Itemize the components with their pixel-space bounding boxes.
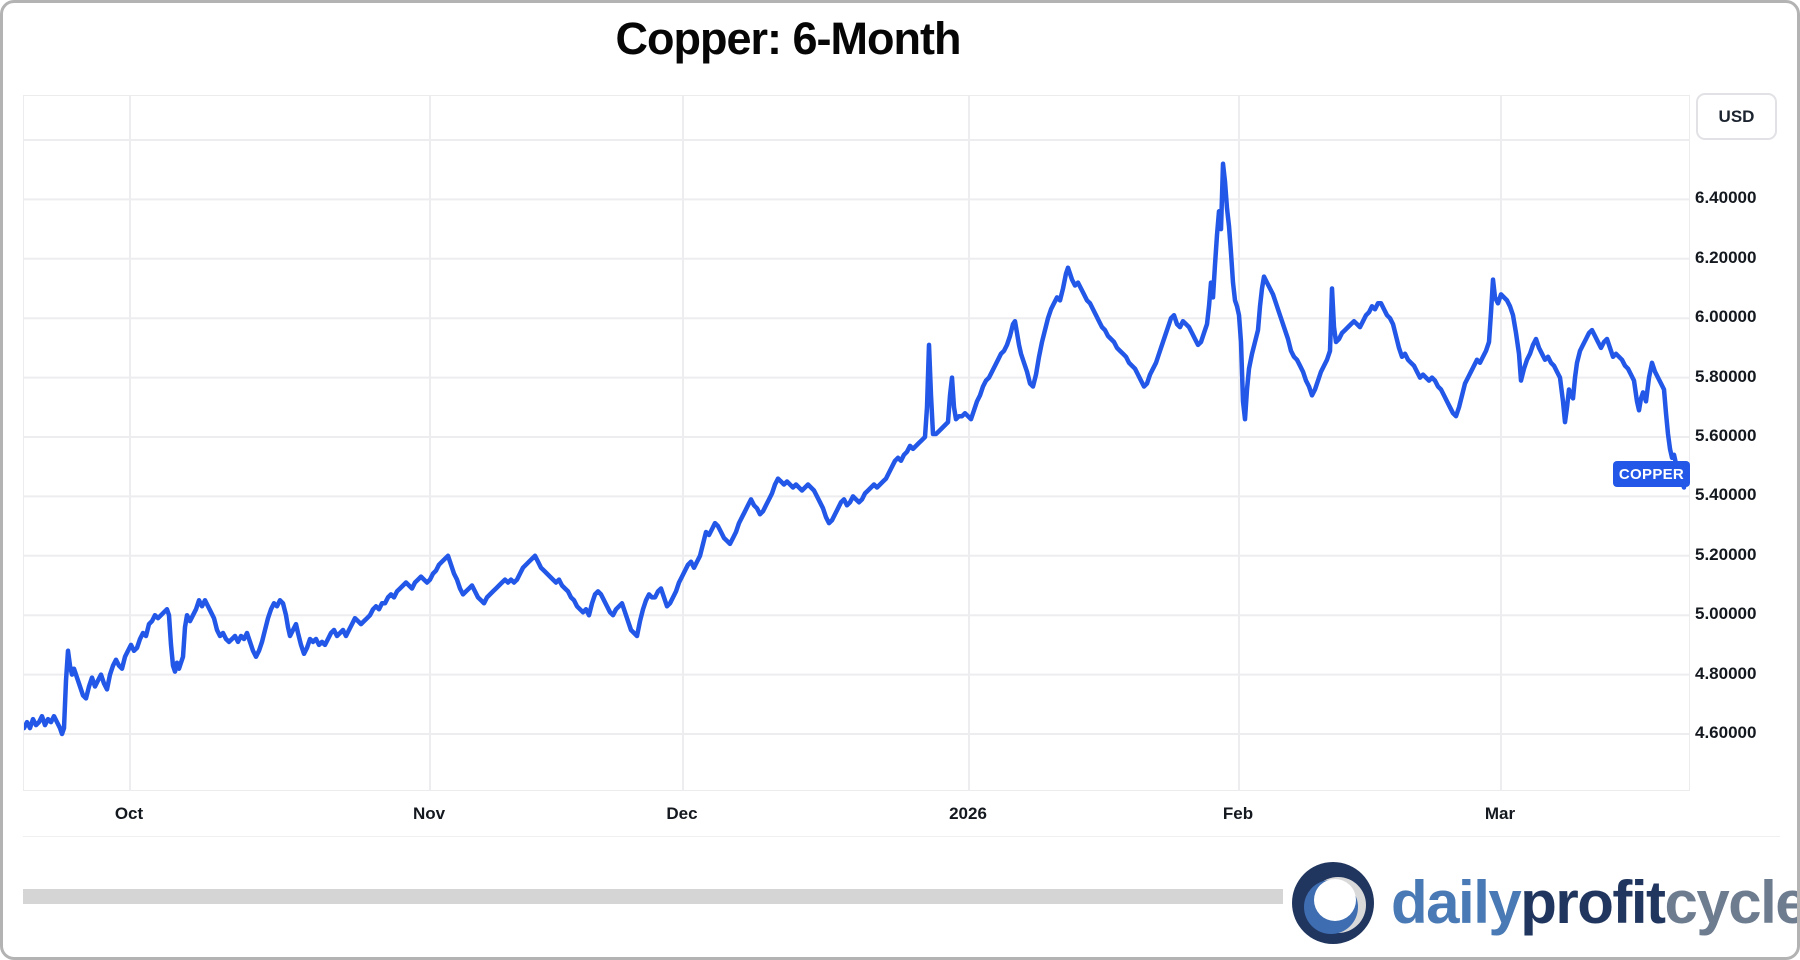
x-axis-label: Nov bbox=[412, 804, 446, 823]
price-chart-svg bbox=[24, 96, 1689, 790]
price-chart-plot-area[interactable] bbox=[23, 95, 1690, 791]
y-axis-label: 6.40000 bbox=[1695, 188, 1757, 208]
x-axis-label: Mar bbox=[1484, 804, 1516, 823]
footer-divider-bar bbox=[23, 889, 1283, 904]
y-axis-label: 5.40000 bbox=[1695, 485, 1757, 505]
logo-circle-icon bbox=[1292, 862, 1374, 944]
dailyprofitcycle-logo: dailyprofitcycle bbox=[1289, 857, 1800, 949]
y-axis-label: 5.80000 bbox=[1695, 366, 1757, 386]
x-axis-label: Feb bbox=[1222, 804, 1254, 823]
logo-word-profit: profit bbox=[1520, 869, 1666, 936]
chart-title: Copper: 6-Month bbox=[615, 13, 962, 64]
logo-word-cycle: cycle bbox=[1664, 869, 1800, 936]
y-axis-label: 5.00000 bbox=[1695, 604, 1757, 624]
y-axis-label: 5.60000 bbox=[1695, 426, 1757, 445]
price-line bbox=[24, 161, 1687, 737]
logo-wordmark: dailyprofitcycle bbox=[1391, 857, 1800, 949]
y-axis-label: 4.60000 bbox=[1695, 723, 1757, 742]
chart-bottom-divider bbox=[23, 836, 1780, 837]
y-axis-label: 5.20000 bbox=[1695, 544, 1757, 564]
x-axis-label: 2026 bbox=[949, 804, 987, 823]
x-axis-label: Oct bbox=[114, 804, 144, 823]
logo-word-daily: daily bbox=[1391, 869, 1522, 936]
y-axis-label: 4.80000 bbox=[1695, 663, 1757, 683]
y-axis-label: 6.20000 bbox=[1695, 247, 1757, 267]
x-axis-label: Dec bbox=[666, 804, 698, 823]
y-axis-label: 6.00000 bbox=[1695, 307, 1757, 327]
currency-selector-button[interactable]: USD bbox=[1696, 93, 1777, 140]
series-price-badge: COPPER bbox=[1613, 461, 1690, 487]
